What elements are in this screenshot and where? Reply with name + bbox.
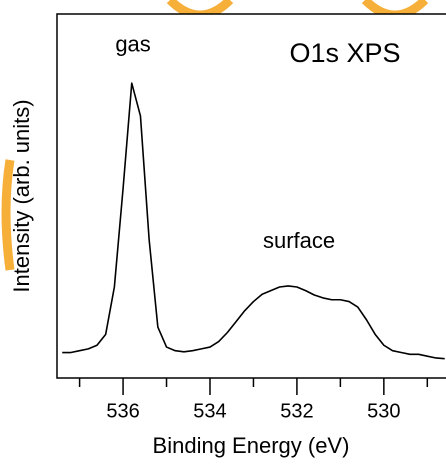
chart-title: O1s XPS: [289, 38, 400, 68]
y-axis-label: Intensity (arb. units): [9, 99, 34, 292]
plot-frame: [56, 13, 446, 379]
x-axis-label: Binding Energy (eV): [153, 433, 350, 458]
x-tick-label: 534: [193, 400, 226, 422]
spectrum-line: [62, 82, 445, 360]
decoration-arc: [361, 0, 429, 20]
decoration-arc: [166, 0, 234, 20]
annotation: surface: [263, 228, 335, 253]
x-tick-label: 532: [280, 400, 313, 422]
annotation: gas: [115, 31, 150, 56]
decoration-arc: [1, 159, 15, 271]
x-tick-label: 530: [367, 400, 400, 422]
x-tick-label: 536: [106, 400, 139, 422]
